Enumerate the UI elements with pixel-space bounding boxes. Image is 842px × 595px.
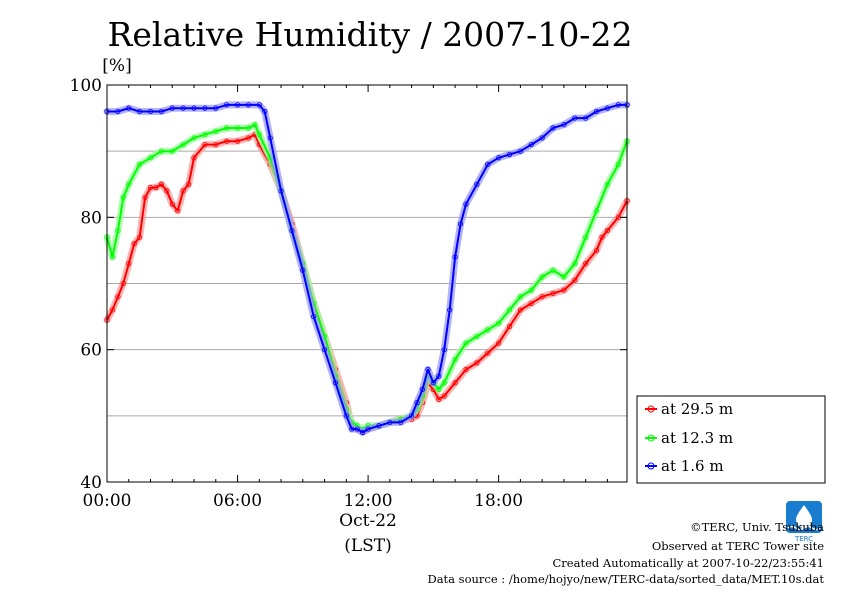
data-point [452, 380, 458, 386]
footer-site: Observed at TERC Tower site [652, 539, 824, 553]
x-tick-label: 00:00 [83, 491, 132, 511]
data-point [463, 340, 469, 346]
axis-ticks: 40 60 80 100 00:00 06:00 12:00 18:00 [70, 76, 627, 511]
data-point [441, 393, 447, 399]
y-tick-label: 40 [80, 473, 102, 493]
data-point [496, 340, 502, 346]
y-axis-unit: [%] [102, 56, 131, 76]
logo-text: TERC [794, 535, 813, 543]
legend-label-29m: at 29.5 m [661, 400, 733, 418]
data-point [539, 135, 545, 141]
data-point [137, 161, 143, 167]
data-point [517, 294, 523, 300]
footer-source: Data source : /home/hojyo/new/TERC-data/… [427, 572, 824, 586]
series-line [106, 123, 628, 431]
data-point [539, 274, 545, 280]
data-point [496, 320, 502, 326]
legend-box [636, 395, 826, 484]
data-point [360, 429, 366, 435]
x-axis-date: Oct-22 [339, 511, 397, 531]
data-point [147, 155, 154, 161]
series-1 [103, 121, 631, 433]
legend: at 29.5 m at 12.3 m at 1.6 m [636, 395, 826, 484]
data-point [506, 323, 513, 330]
data-point [436, 386, 442, 392]
x-tick-label: 18:00 [474, 491, 523, 511]
data-point [604, 227, 611, 234]
series-band [103, 121, 631, 433]
data-point [485, 327, 491, 333]
legend-marker-1m [647, 462, 655, 470]
x-tick-label: 12:00 [344, 491, 393, 511]
data-point [506, 307, 513, 313]
data-point [474, 181, 480, 187]
data-point [517, 307, 523, 313]
legend-marker-29m [647, 405, 655, 413]
plot-frame [106, 84, 628, 483]
footer-copyright: ©TERC, Univ. Tsukuba [690, 520, 824, 534]
series-layer [103, 101, 631, 436]
y-tick-label: 100 [70, 76, 102, 96]
legend-label-12m: at 12.3 m [661, 429, 733, 447]
data-point [158, 181, 164, 187]
y-tick-label: 80 [80, 208, 102, 228]
water-drop-icon [796, 505, 812, 528]
footer-created: Created Automatically at 2007-10-22/23:5… [553, 556, 825, 570]
data-point [583, 261, 589, 267]
data-point [528, 300, 534, 306]
data-point [463, 366, 469, 373]
data-point [561, 274, 567, 280]
x-tick-label: 06:00 [213, 491, 262, 511]
wave-icon [787, 525, 821, 531]
legend-marker-12m [647, 434, 655, 442]
legend-label-1m: at 1.6 m [661, 457, 724, 475]
series-line [107, 103, 627, 434]
data-point [474, 360, 480, 366]
data-point [550, 267, 556, 273]
grid [107, 150, 627, 417]
data-point [180, 141, 186, 148]
data-point [528, 141, 534, 148]
data-point [572, 277, 578, 283]
terc-logo: TERC [786, 501, 822, 543]
chart-title: Relative Humidity / 2007-10-22 [108, 15, 633, 54]
data-point [528, 287, 534, 293]
x-axis-unit: (LST) [344, 536, 392, 556]
data-point [436, 396, 442, 402]
data-point [485, 350, 491, 356]
data-point [485, 161, 491, 167]
y-tick-label: 60 [80, 341, 102, 361]
series-2 [103, 101, 631, 436]
data-point [474, 333, 480, 340]
